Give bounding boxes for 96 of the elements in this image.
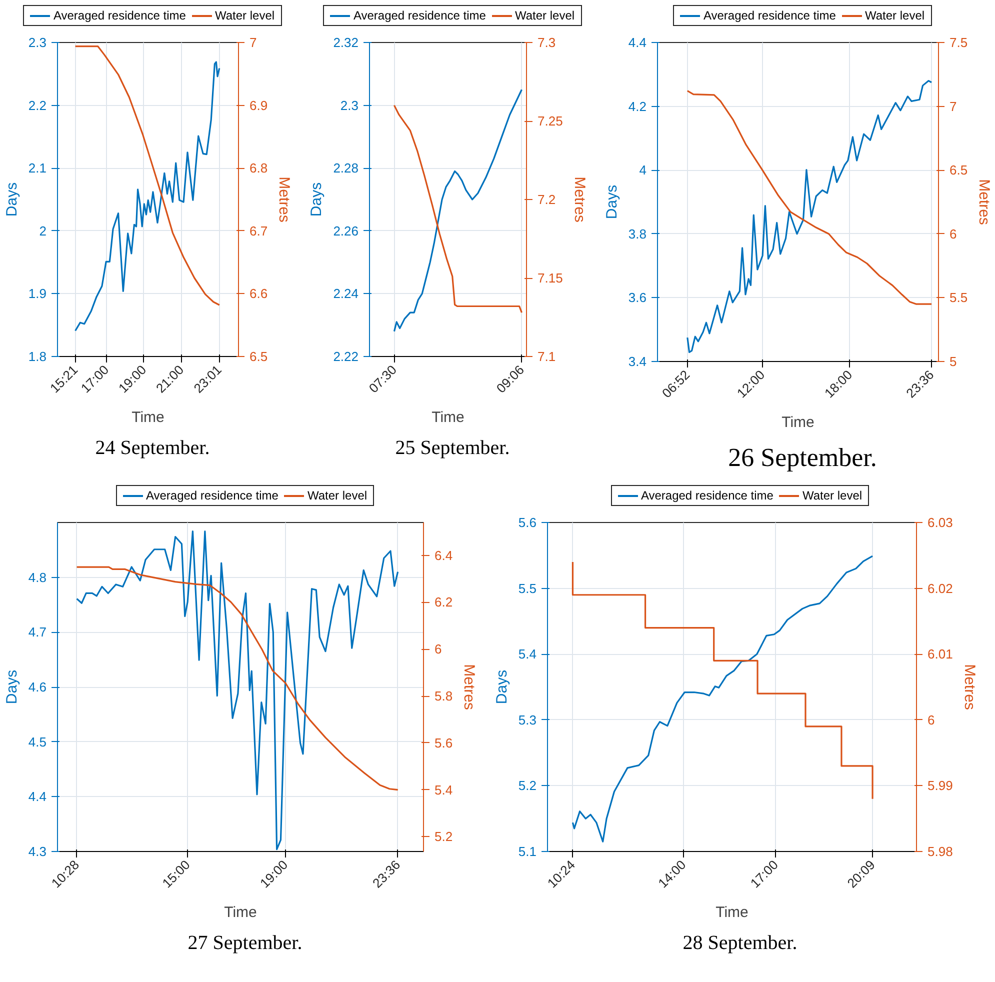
y-tick-label: 5.6 bbox=[518, 515, 537, 530]
legend-label: Averaged residence time bbox=[640, 488, 774, 502]
y-tick-label: 5.3 bbox=[518, 712, 537, 728]
y-tick-label: 1.9 bbox=[28, 286, 47, 302]
y2-tick-label: 6 bbox=[434, 642, 442, 657]
y2-tick-label: 6.01 bbox=[928, 646, 953, 662]
y2-tick-label: 5.98 bbox=[928, 844, 953, 859]
text: 24 September. bbox=[95, 436, 210, 461]
y2-tick-label: 6.4 bbox=[434, 548, 453, 563]
y-tick-label: 4.6 bbox=[28, 680, 47, 694]
y-tick-label: 3.8 bbox=[628, 226, 647, 242]
y2-tick-label: 7.5 bbox=[950, 35, 968, 50]
y-tick-label: 4.8 bbox=[28, 570, 47, 585]
legend-label: Averaged residence time bbox=[53, 8, 186, 22]
y2-tick-label: 6.02 bbox=[928, 580, 953, 596]
y-tick-label: 4.5 bbox=[28, 734, 47, 750]
y-tick-label: 2.3 bbox=[340, 98, 359, 113]
y2-tick-label: 5.6 bbox=[434, 735, 453, 750]
line-series bbox=[76, 566, 399, 791]
y-tick-label: 2 bbox=[39, 223, 47, 238]
y2-tick-label: 7.3 bbox=[538, 35, 556, 50]
legend-label: Water level bbox=[214, 8, 275, 22]
x-axis-title: Time bbox=[782, 414, 814, 432]
x-axis-title: Time bbox=[224, 904, 257, 922]
y-tick-label: 5.5 bbox=[518, 580, 537, 596]
y-tick-label: 5.4 bbox=[518, 646, 537, 662]
y2-tick-label: 6 bbox=[950, 226, 957, 242]
y2-tick-label: 7.25 bbox=[538, 114, 563, 128]
x-axis-title: Time bbox=[716, 904, 748, 922]
text: 25 September. bbox=[395, 436, 510, 461]
y2-tick-label: 7 bbox=[950, 98, 957, 114]
y2-axis-title: Metres bbox=[276, 176, 293, 222]
y2-tick-label: 6.2 bbox=[434, 594, 453, 610]
legend-label: Water level bbox=[802, 488, 862, 502]
y-tick-label: 4 bbox=[639, 162, 647, 178]
y-tick-label: 1.8 bbox=[28, 349, 47, 364]
y2-axis-title: Metres bbox=[570, 176, 588, 222]
y-axis-title: Days bbox=[3, 670, 20, 704]
y2-tick-label: 7 bbox=[250, 35, 257, 50]
y-tick-label: 2.3 bbox=[28, 35, 47, 50]
y2-tick-label: 6.8 bbox=[250, 160, 268, 176]
y-tick-label: 2.32 bbox=[333, 35, 359, 50]
x-axis-title: Time bbox=[132, 409, 164, 426]
y-tick-label: 2.22 bbox=[333, 349, 359, 364]
y2-tick-label: 6.03 bbox=[928, 515, 953, 530]
y2-tick-label: 7.15 bbox=[538, 270, 563, 286]
y-tick-label: 4.2 bbox=[628, 98, 647, 114]
line-series bbox=[572, 555, 874, 842]
y2-axis-title: Metres bbox=[976, 179, 993, 225]
y2-tick-label: 5.4 bbox=[434, 782, 453, 798]
y-tick-label: 4.3 bbox=[28, 844, 47, 859]
y2-tick-label: 6.7 bbox=[250, 223, 268, 238]
text: 28 September. bbox=[682, 931, 798, 956]
y-tick-label: 2.24 bbox=[333, 286, 359, 302]
y-tick-label: 2.28 bbox=[333, 160, 359, 176]
y2-tick-label: 7.1 bbox=[538, 349, 556, 364]
text: 26 September. bbox=[728, 442, 877, 474]
legend-label: Water level bbox=[514, 8, 575, 22]
y-tick-label: 3.6 bbox=[628, 290, 647, 306]
text: 27 September. bbox=[188, 931, 302, 956]
legend-label: Water level bbox=[307, 488, 368, 502]
y-tick-label: 2.26 bbox=[333, 223, 359, 238]
y2-tick-label: 5 bbox=[950, 354, 957, 369]
y-tick-label: 2.1 bbox=[28, 160, 47, 176]
y2-axis-title: Metres bbox=[960, 664, 978, 710]
y-tick-label: 5.2 bbox=[518, 778, 537, 794]
y-tick-label: 2.2 bbox=[28, 98, 47, 113]
line-series bbox=[686, 90, 932, 305]
y2-tick-label: 5.5 bbox=[950, 290, 968, 306]
y2-tick-label: 6.9 bbox=[250, 98, 268, 113]
y-axis-title: Days bbox=[493, 670, 510, 704]
y-tick-label: 3.4 bbox=[628, 354, 647, 369]
legend-label: Averaged residence time bbox=[353, 8, 486, 22]
y-tick-label: 4.7 bbox=[28, 624, 47, 640]
y2-tick-label: 5.99 bbox=[928, 778, 953, 794]
y2-tick-label: 7.2 bbox=[538, 192, 556, 207]
legend-label: Averaged residence time bbox=[146, 488, 278, 502]
y-tick-label: 5.1 bbox=[518, 844, 537, 859]
y2-tick-label: 6.6 bbox=[250, 286, 268, 302]
y-axis-title: Days bbox=[308, 182, 326, 217]
legend-label: Averaged residence time bbox=[703, 8, 836, 22]
legend-label: Water level bbox=[864, 8, 925, 22]
y2-tick-label: 5.2 bbox=[434, 829, 453, 844]
line-series bbox=[686, 80, 932, 354]
y2-tick-label: 6 bbox=[928, 712, 935, 728]
y-axis-title: Days bbox=[3, 182, 20, 217]
x-axis-title: Time bbox=[432, 409, 464, 426]
y-axis-title: Days bbox=[603, 184, 620, 220]
y2-tick-label: 6.5 bbox=[950, 162, 968, 178]
y2-axis-title: Metres bbox=[460, 664, 478, 710]
y-tick-label: 4.4 bbox=[28, 789, 47, 804]
y-tick-label: 4.4 bbox=[628, 35, 647, 50]
line-series bbox=[572, 561, 874, 800]
line-series bbox=[76, 530, 399, 850]
y2-tick-label: 5.8 bbox=[434, 688, 453, 704]
y2-tick-label: 6.5 bbox=[250, 349, 268, 364]
